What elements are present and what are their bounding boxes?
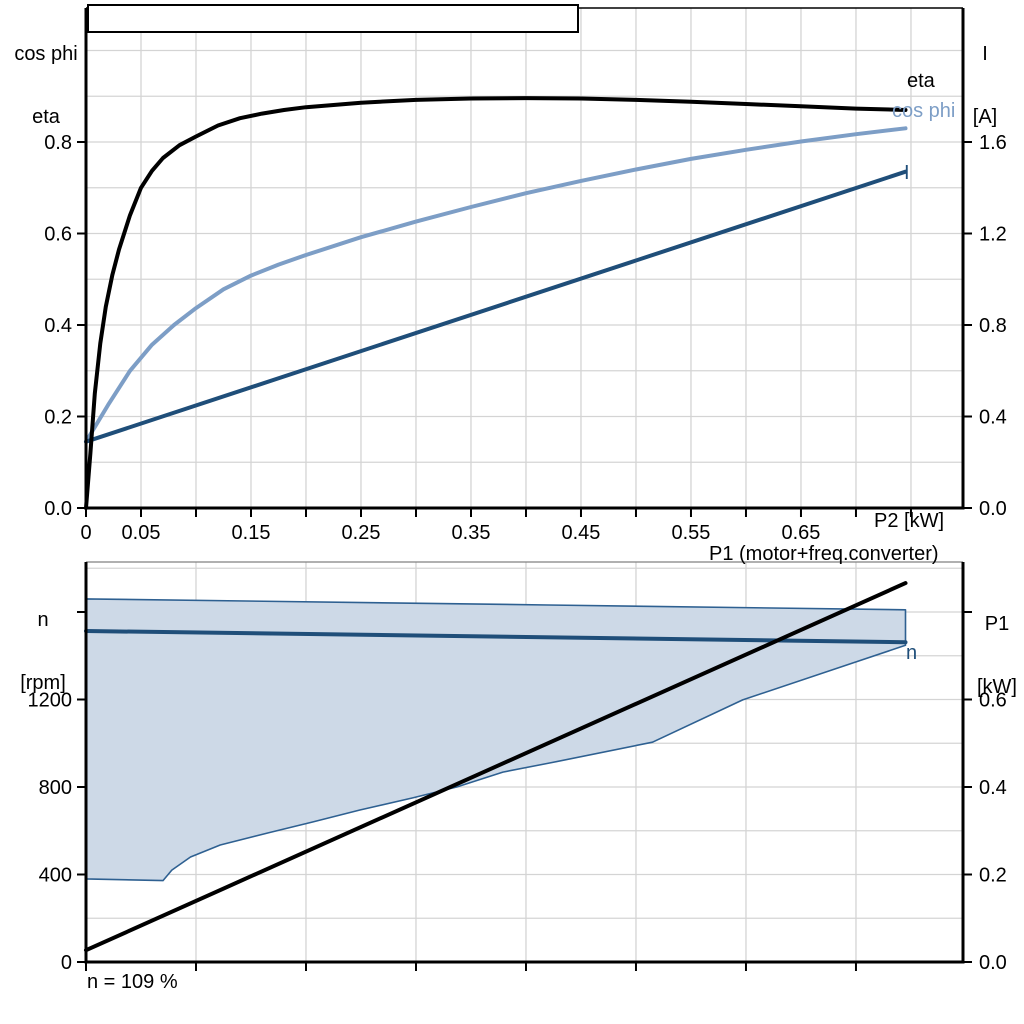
axis-label-current: I (982, 43, 988, 65)
x-tick-label: 0.15 (232, 522, 271, 544)
bottom-right-axis-label: P1 [kW] (970, 572, 1024, 740)
top-left-axis-label: cos phi eta (6, 2, 86, 170)
x-tick-label: 0.65 (782, 522, 821, 544)
y-tick-label-right: 0.6 (979, 690, 1007, 712)
y-tick-label-right: 0.2 (979, 865, 1007, 887)
x-tick-label: 0.35 (452, 522, 491, 544)
curve-label-current: I (904, 162, 910, 184)
series-n (84, 629, 908, 645)
top-right-axis-label: I [A] (960, 2, 1010, 170)
x-tick-label: 0.25 (342, 522, 381, 544)
axis-label-eta: eta (32, 106, 60, 128)
x-tick-label: 0.55 (672, 522, 711, 544)
series-cos-phi (84, 126, 908, 444)
y-tick-label-left: 0.0 (44, 498, 72, 520)
curve-label-p1: P1 (motor+freq.converter) (709, 543, 939, 565)
y-tick-label-left: 0 (61, 952, 72, 974)
curve-label-n: n (906, 642, 918, 664)
y-tick-label-left: 0.6 (44, 224, 72, 246)
y-tick-label-left: 0.4 (44, 315, 72, 337)
y-tick-label-right: 0.0 (979, 952, 1007, 974)
y-tick-label-left: 1200 (28, 690, 73, 712)
x-tick-label: 0 (80, 522, 91, 544)
curve-label-cos-phi: cos phi (892, 100, 956, 122)
axis-label-current-unit: [A] (972, 106, 998, 128)
series-p1-motor-freq-converter- (84, 581, 908, 953)
series-eta (84, 96, 908, 510)
axis-label-p1-unit: [kW] (977, 676, 1017, 698)
axis-label-n: n (37, 609, 49, 631)
y-tick-label-right: 0.4 (979, 407, 1007, 429)
x-tick-label: 0.05 (122, 522, 161, 544)
x-tick-label: 0.45 (562, 522, 601, 544)
chart-title-box: NKE32-200/197 + 80C 0.75 kW 3*400 V, 50 … (87, 4, 579, 33)
series-i (84, 169, 908, 444)
x-axis-label-p2: P2 [kW] (874, 510, 945, 532)
y-tick-label-right: 0.0 (979, 498, 1007, 520)
y-tick-label-left: 0.2 (44, 407, 72, 429)
y-tick-label-left: 0.8 (44, 132, 72, 154)
y-tick-label-right: 0.8 (979, 315, 1007, 337)
y-tick-label-right: 1.2 (979, 224, 1007, 246)
y-tick-label-left: 400 (39, 865, 72, 887)
axis-label-n-unit: [rpm] (20, 672, 66, 694)
y-tick-label-right: 1.6 (979, 132, 1007, 154)
axis-label-cos-phi: cos phi (14, 43, 78, 65)
bottom-left-axis-label: n [rpm] (4, 568, 82, 736)
y-tick-label-right: 0.4 (979, 777, 1007, 799)
speed-annotation: n = 109 % (87, 971, 178, 993)
y-tick-label-left: 800 (39, 777, 72, 799)
axis-label-p1: P1 (984, 613, 1010, 635)
curve-label-eta: eta (907, 70, 935, 92)
